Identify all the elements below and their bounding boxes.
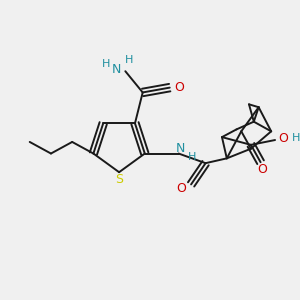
Text: H: H [125, 55, 134, 64]
Text: O: O [176, 182, 186, 195]
Text: H: H [102, 58, 110, 68]
Text: N: N [112, 63, 121, 76]
Text: H: H [292, 133, 300, 143]
Text: H: H [188, 152, 196, 162]
Text: S: S [115, 173, 123, 186]
Text: O: O [258, 164, 267, 176]
Text: O: O [174, 81, 184, 94]
Text: N: N [176, 142, 185, 155]
Text: O: O [278, 132, 288, 145]
